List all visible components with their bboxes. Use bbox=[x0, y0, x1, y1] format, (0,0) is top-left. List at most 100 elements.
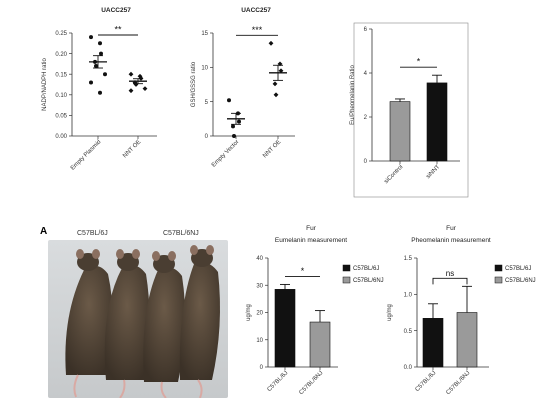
y-axis-label: ug/mg bbox=[246, 304, 252, 321]
y-tick-label: 40 bbox=[256, 256, 263, 262]
y-tick-label: 0 bbox=[364, 159, 368, 165]
chart-subtitle: Eumelanin measurement bbox=[275, 237, 347, 244]
data-point bbox=[227, 98, 231, 103]
x-tick-label: C57BL/6J bbox=[267, 370, 290, 393]
y-tick-label: 0.00 bbox=[55, 134, 67, 140]
data-point bbox=[142, 86, 148, 92]
significance-label: * bbox=[301, 266, 305, 276]
data-point bbox=[232, 134, 236, 138]
y-tick-label: 0 bbox=[260, 365, 264, 371]
data-point bbox=[128, 71, 134, 77]
bar bbox=[456, 312, 478, 368]
y-axis-label: Eu/Pheomelanin Ratio bbox=[350, 64, 356, 124]
chart-gsh: UACC257 0 5 10 15 GSH/GSSG ratio Empty Vector N… bbox=[191, 7, 295, 169]
y-tick-label: 1.5 bbox=[404, 256, 413, 262]
legend-swatch bbox=[494, 264, 503, 272]
y-tick-label: 10 bbox=[201, 66, 208, 72]
data-point bbox=[137, 73, 143, 79]
x-tick-label: NNT OE bbox=[262, 139, 282, 159]
x-tick-label: NNT OE bbox=[122, 139, 142, 159]
bar bbox=[389, 101, 411, 162]
y-tick-label: 0.10 bbox=[55, 93, 67, 99]
chart-title: UACC257 bbox=[241, 7, 271, 14]
legend-swatch bbox=[342, 264, 351, 272]
bar bbox=[426, 82, 448, 162]
legend-label: C57BL/6NJ bbox=[505, 278, 536, 284]
mice-photo bbox=[48, 240, 228, 398]
y-tick-label: 5 bbox=[205, 100, 209, 106]
y-tick-label: 0.05 bbox=[55, 114, 67, 120]
chart-title: UACC257 bbox=[101, 7, 131, 14]
x-tick-label: siNNT bbox=[425, 164, 441, 180]
data-point bbox=[99, 51, 103, 56]
mouse-1 bbox=[65, 249, 113, 398]
chart-title: Fur bbox=[306, 225, 317, 232]
y-tick-label: 6 bbox=[364, 27, 368, 33]
mice-illustration bbox=[48, 240, 228, 398]
significance-label: ** bbox=[114, 25, 122, 35]
chart-nadp: UACC257 0.00 0.05 0.10 0.15 0.20 0.25 NADP/NADP… bbox=[42, 7, 157, 172]
chart-eu_pheo_sicontrol: 0 2 4 6 Eu/Pheomelanin Ratio siControl siNNT * bbox=[350, 22, 469, 198]
data-point bbox=[98, 41, 102, 46]
chart-subtitle: Pheomelanin measurement bbox=[411, 237, 491, 244]
legend-label: C57BL/6NJ bbox=[353, 278, 384, 284]
mouse-3 bbox=[143, 251, 186, 398]
significance-label: ns bbox=[446, 269, 454, 278]
y-tick-label: 15 bbox=[201, 31, 208, 37]
bar bbox=[422, 318, 444, 368]
photo-label-c57bl6nj: C57BL/6NJ bbox=[163, 230, 199, 237]
photo-label-c57bl6j: C57BL/6J bbox=[77, 230, 108, 237]
bar bbox=[274, 289, 296, 368]
chart-title: Fur bbox=[446, 225, 457, 232]
significance-label: * bbox=[417, 57, 421, 67]
significance-label: *** bbox=[252, 25, 263, 35]
data-point bbox=[128, 88, 134, 94]
chart-pheomelanin: Fur Pheomelanin measurement 0.0 0.5 1.0 1.5 ug… bbox=[387, 225, 536, 396]
data-point bbox=[278, 68, 284, 74]
significance-bracket bbox=[432, 277, 468, 285]
y-tick-label: 30 bbox=[256, 283, 263, 289]
y-tick-label: 0.15 bbox=[55, 72, 67, 78]
legend-label: C57BL/6J bbox=[353, 266, 379, 272]
data-point bbox=[273, 92, 279, 98]
y-tick-label: 0.20 bbox=[55, 52, 67, 58]
x-tick-label: Empty Plasmid bbox=[70, 139, 103, 172]
data-point bbox=[272, 81, 278, 87]
y-tick-label: 10 bbox=[256, 338, 263, 344]
chart-frame bbox=[353, 22, 469, 198]
legend-label: C57BL/6J bbox=[505, 266, 531, 272]
data-point bbox=[277, 61, 283, 67]
mouse-4 bbox=[179, 245, 220, 398]
data-point bbox=[237, 119, 241, 124]
legend-swatch bbox=[342, 276, 351, 284]
data-point bbox=[103, 72, 107, 77]
y-tick-label: 1.0 bbox=[404, 293, 413, 299]
chart-eumelanin: Fur Eumelanin measurement 0 10 20 30 40 ug/mg C5… bbox=[246, 225, 384, 396]
y-tick-label: 0.5 bbox=[404, 329, 413, 335]
y-tick-label: 0 bbox=[205, 134, 209, 140]
x-tick-label: Empty Vector bbox=[211, 139, 240, 168]
data-point bbox=[231, 124, 235, 129]
x-tick-label: C57BL/6J bbox=[415, 370, 438, 393]
panel-letter-a: A bbox=[40, 226, 48, 237]
data-point bbox=[94, 63, 98, 68]
y-tick-label: 0.0 bbox=[404, 365, 413, 371]
y-tick-label: 4 bbox=[364, 71, 368, 77]
mouse-2 bbox=[104, 249, 150, 398]
y-axis-label: NADP/NADPH ratio bbox=[42, 58, 48, 111]
x-tick-label: siControl bbox=[383, 164, 404, 185]
y-axis-label: ug/mg bbox=[387, 304, 393, 321]
legend-swatch bbox=[494, 276, 503, 284]
x-tick-label: C57BL/6NJ bbox=[298, 370, 324, 396]
y-tick-label: 20 bbox=[256, 311, 263, 317]
data-point bbox=[89, 80, 93, 85]
y-axis-label: GSH/GSSG ratio bbox=[191, 61, 197, 107]
y-tick-label: 0.25 bbox=[55, 31, 67, 37]
data-point bbox=[98, 90, 102, 95]
x-tick-label: C57BL/6NJ bbox=[445, 370, 471, 396]
data-point bbox=[268, 40, 274, 46]
y-tick-label: 2 bbox=[364, 115, 368, 121]
bar bbox=[309, 321, 331, 368]
data-point bbox=[89, 35, 93, 40]
